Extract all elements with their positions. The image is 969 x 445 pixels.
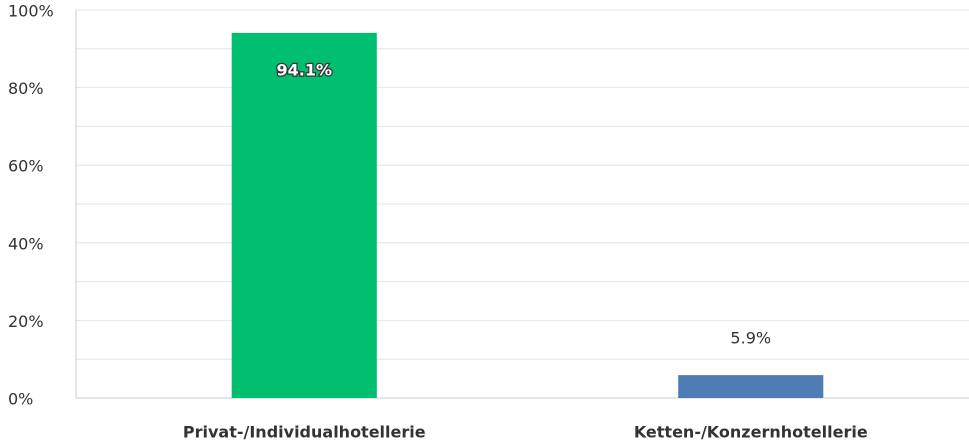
y-tick-label: 20% [8,312,44,331]
x-tick-label: Ketten-/Konzernhotellerie [634,423,868,442]
y-tick-label: 60% [8,157,44,176]
y-tick-label: 80% [8,79,44,98]
bar [231,32,377,398]
value-label: 5.9% [730,329,771,348]
y-tick-label: 40% [8,234,44,253]
x-tick-label: Privat-/Individualhotellerie [183,423,426,442]
y-tick-label: 0% [8,390,33,409]
y-tick-label: 100% [8,2,54,21]
bar [678,375,824,398]
value-label: 94.1% [276,60,332,79]
